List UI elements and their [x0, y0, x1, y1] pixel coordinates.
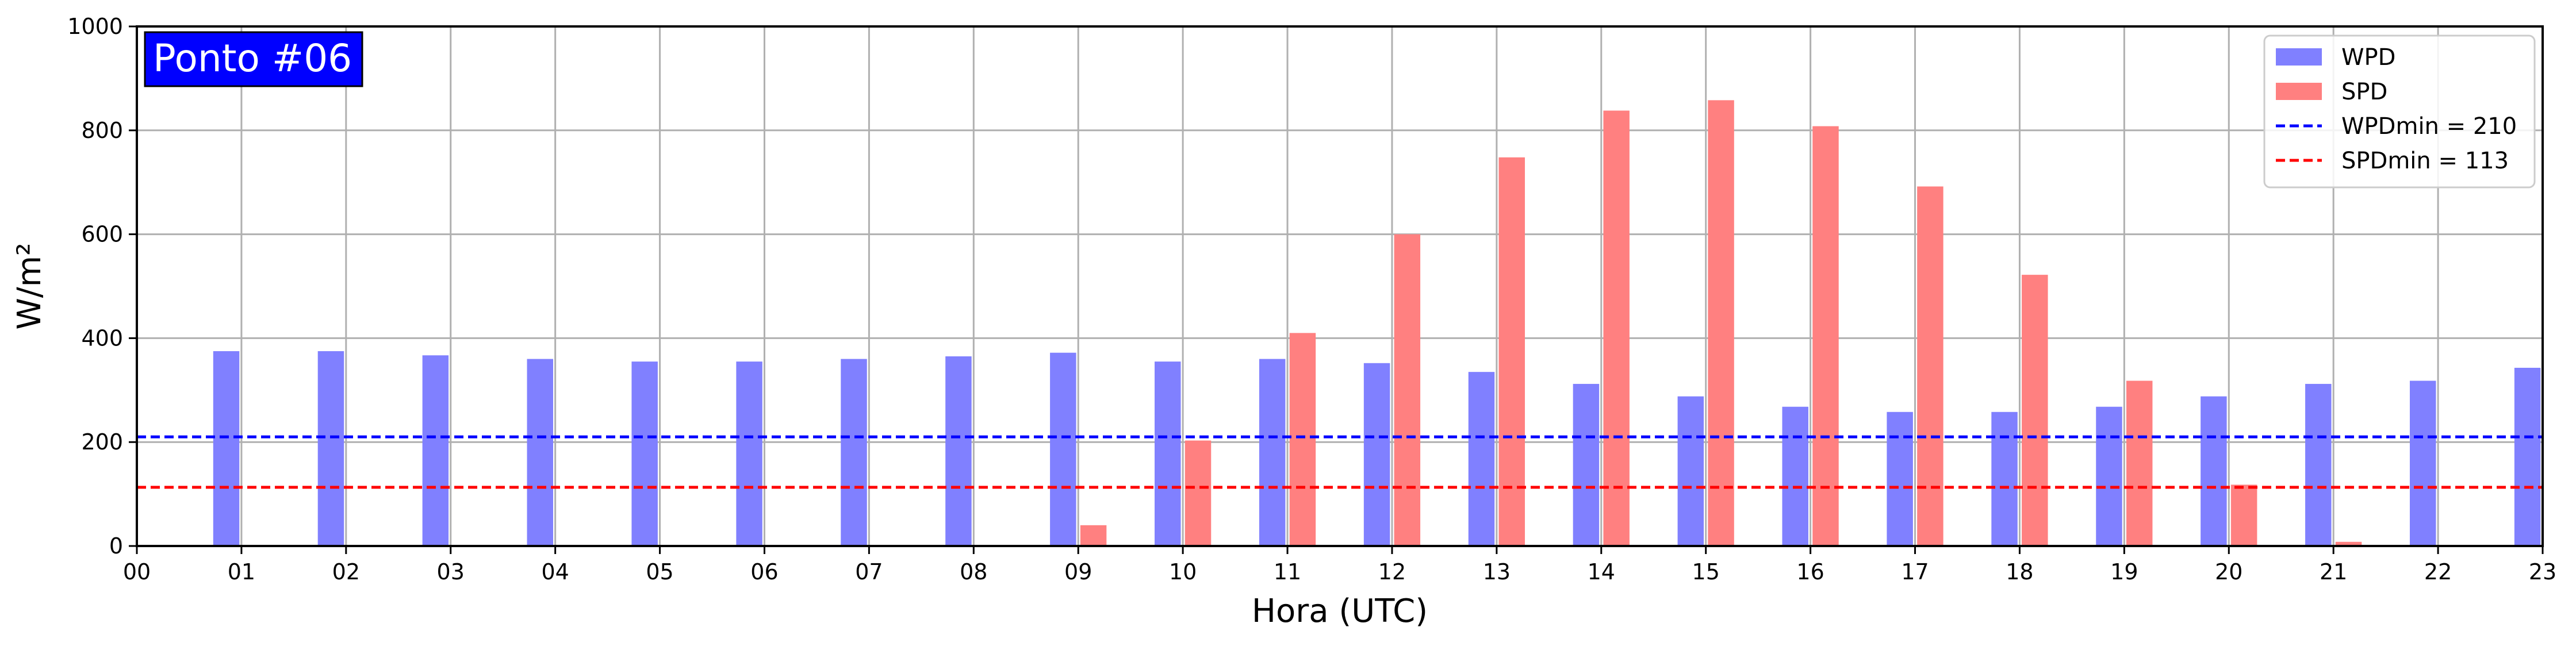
bar-spd-13: [1498, 157, 1525, 547]
legend-label-wpd: WPD: [2341, 44, 2395, 71]
bar-spd-16: [1812, 126, 1839, 546]
y-tick-label-400: 400: [81, 325, 123, 351]
bar-wpd-16: [1782, 406, 1808, 546]
reference-lines: [137, 435, 2543, 489]
bar-wpd-14: [1573, 383, 1600, 546]
y-tick-label-200: 200: [81, 429, 123, 455]
x-tick-label-03: 03: [437, 559, 465, 585]
bar-spd-15: [1708, 100, 1734, 547]
x-tick-label-04: 04: [541, 559, 569, 585]
bar-spd-20: [2230, 484, 2257, 546]
grid: [136, 25, 2544, 547]
legend: WPD SPD WPDmin = 210 SPDmin = 113: [2263, 34, 2536, 189]
y-tick-label-800: 800: [81, 118, 123, 143]
y-tick-label-0: 0: [109, 533, 123, 559]
bars: [213, 100, 2541, 547]
bar-spd-09: [1080, 525, 1107, 546]
bar-spd-18: [2022, 275, 2048, 546]
legend-label-spdmin: SPDmin = 113: [2341, 148, 2509, 174]
x-tick-label-12: 12: [1378, 559, 1406, 585]
bar-wpd-03: [422, 355, 449, 546]
x-tick-label-11: 11: [1274, 559, 1301, 585]
bar-wpd-21: [2305, 383, 2332, 546]
bar-wpd-19: [2096, 406, 2122, 546]
bar-wpd-04: [527, 359, 554, 546]
x-tick-label-23: 23: [2529, 559, 2556, 585]
bar-wpd-02: [317, 351, 344, 546]
bar-wpd-08: [945, 356, 972, 546]
plot-frame: [136, 25, 2544, 547]
x-tick-label-07: 07: [855, 559, 883, 585]
bar-spd-21: [2335, 541, 2362, 546]
bar-spd-12: [1394, 234, 1421, 547]
bar-wpd-22: [2409, 380, 2436, 546]
x-tick-label-08: 08: [960, 559, 987, 585]
bar-spd-11: [1289, 333, 1316, 546]
x-tick-label-19: 19: [2110, 559, 2138, 585]
bar-spd-14: [1603, 110, 1630, 546]
bar-wpd-15: [1677, 396, 1704, 546]
x-tick-label-20: 20: [2215, 559, 2242, 585]
ticks: 00 01 02 03 04 05 06 07 08 09 10 11 12 13 14 15 16 17 18 19…: [67, 14, 2556, 585]
y-tick-label-1000: 1000: [67, 14, 123, 39]
x-tick-label-16: 16: [1796, 559, 1824, 585]
x-tick-label-21: 21: [2320, 559, 2347, 585]
bar-wpd-06: [736, 362, 762, 546]
x-tick-label-18: 18: [2006, 559, 2033, 585]
bar-wpd-05: [631, 362, 658, 546]
x-tick-label-17: 17: [1901, 559, 1929, 585]
bar-spd-10: [1184, 440, 1212, 546]
chart-badge: Ponto #06: [144, 31, 363, 87]
legend-label-spd: SPD: [2341, 79, 2387, 105]
y-axis-label: W/m²: [11, 243, 48, 329]
y-tick-label-600: 600: [81, 222, 123, 247]
bar-spd-19: [2126, 380, 2153, 546]
x-tick-label-01: 01: [228, 559, 255, 585]
x-tick-label-05: 05: [646, 559, 673, 585]
x-tick-label-02: 02: [332, 559, 360, 585]
x-axis-label: Hora (UTC): [1252, 593, 1428, 630]
x-tick-label-15: 15: [1692, 559, 1720, 585]
legend-swatch-wpd: [2276, 48, 2322, 66]
x-tick-label-10: 10: [1169, 559, 1197, 585]
bar-wpd-01: [213, 351, 240, 546]
bar-wpd-20: [2201, 396, 2227, 546]
bar-wpd-07: [841, 359, 867, 546]
legend-box: [2263, 34, 2536, 189]
x-tick-label-14: 14: [1588, 559, 1615, 585]
x-tick-label-22: 22: [2424, 559, 2452, 585]
bar-wpd-13: [1468, 372, 1495, 546]
badge-text: Ponto #06: [153, 36, 352, 80]
x-tick-label-00: 00: [123, 559, 151, 585]
bar-wpd-10: [1155, 362, 1181, 546]
bar-wpd-23: [2514, 367, 2541, 546]
bar-spd-17: [1917, 186, 1943, 546]
x-tick-label-06: 06: [750, 559, 778, 585]
badge-box: [144, 31, 363, 87]
bar-wpd-18: [1991, 412, 2018, 546]
bar-wpd-09: [1050, 352, 1076, 546]
bar-wpd-12: [1363, 363, 1390, 546]
bar-wpd-17: [1887, 412, 1913, 546]
legend-swatch-spd: [2276, 83, 2322, 100]
x-tick-label-13: 13: [1483, 559, 1511, 585]
legend-label-wpdmin: WPDmin = 210: [2341, 113, 2517, 140]
bar-wpd-11: [1259, 359, 1286, 546]
x-tick-label-09: 09: [1064, 559, 1092, 585]
